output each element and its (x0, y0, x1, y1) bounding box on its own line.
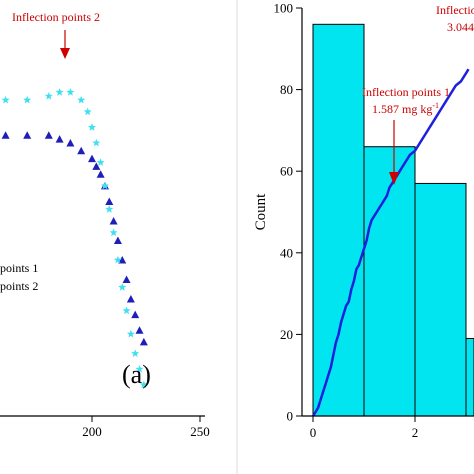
panel-b-y-tick-label: 80 (280, 82, 293, 97)
panel-b-y-tick-label: 40 (280, 245, 293, 260)
series-1-point (23, 131, 32, 139)
series-1-point (88, 154, 96, 163)
series-1-point (113, 236, 122, 244)
series-2-point (96, 158, 105, 166)
histogram-bar (312, 23, 365, 417)
series-2-point (122, 306, 131, 315)
panel-b-y-tick-label: 100 (274, 1, 294, 16)
series-2-point (88, 123, 96, 131)
series-2-point (135, 365, 144, 373)
cumulative-curve (311, 68, 470, 417)
series-2-point (109, 228, 118, 237)
series-2-point (23, 95, 32, 104)
series-2-point (92, 138, 101, 147)
annotation-value-1: 1.587 mg kg-1 (372, 101, 439, 116)
panel-a-x-ticks: 200 250 (82, 416, 210, 439)
series-1-point (122, 275, 131, 283)
annotation-value-1-sup: -1 (432, 101, 439, 110)
series-1-point (55, 135, 64, 143)
y-axis-label: Count (253, 193, 269, 231)
series-2-point (66, 88, 75, 96)
series-2-point (118, 283, 127, 291)
series-1-point (131, 310, 140, 319)
series-1-point (96, 170, 105, 178)
series-2-point (83, 107, 92, 116)
legend-label-points-1: points 1 (0, 261, 38, 275)
panel-a-series (1, 88, 148, 389)
panel-b-y-tick-label: 0 (287, 409, 294, 424)
series-2-point (55, 88, 64, 96)
series-2-point (77, 95, 86, 104)
annotation-inflection-3: Inflectio (436, 3, 474, 17)
series-1-point (126, 295, 135, 303)
series-1-point (44, 131, 53, 139)
series-1-point (135, 326, 144, 334)
series-2-point (105, 205, 114, 213)
panel-b-y-tick-label: 20 (280, 327, 293, 342)
series-1-point (109, 217, 118, 225)
series-2-point (101, 181, 109, 190)
series-1-point (1, 131, 10, 139)
legend: points 1 points 2 (0, 261, 38, 293)
series-2-point (126, 329, 135, 338)
series-2-point (131, 349, 140, 357)
series-2-point (44, 92, 53, 100)
annotation-inflection-1: Inflection points 1 (362, 85, 450, 99)
panel-a-x-tick-label: 250 (190, 424, 210, 439)
panel-b-x-tick-label: 2 (412, 425, 419, 440)
series-1-point (92, 162, 101, 170)
series-1-point (105, 197, 114, 205)
panel-a: 200 250 Inflection points 2 points 1 poin… (0, 10, 210, 439)
histogram-bar (465, 337, 474, 417)
histogram-bar (414, 182, 467, 417)
panel-b-y-ticks: 0 20 40 60 80 100 (274, 1, 302, 424)
legend-label-points-2: points 2 (0, 279, 38, 293)
series-2-point (1, 95, 10, 104)
series-1-point (77, 146, 86, 155)
histogram-bars (312, 23, 474, 417)
annotation-value-1-text: 1.587 mg kg (372, 102, 432, 116)
annotation-arrowhead-2 (60, 48, 70, 59)
panel-a-x-tick-label: 200 (82, 424, 102, 439)
series-1-point (118, 256, 127, 264)
panel-label: (a) (122, 360, 151, 389)
series-1-point (66, 139, 75, 147)
panel-b-y-tick-label: 60 (280, 164, 293, 179)
panel-b-x-tick-label: 0 (310, 425, 317, 440)
annotation-inflection-2: Inflection points 2 (12, 10, 100, 24)
series-2-point (139, 380, 148, 389)
annotation-value-3: 3.044 (447, 20, 474, 34)
annotation-arrowhead-1 (389, 172, 399, 185)
series-2-point (113, 255, 122, 264)
series-1-point (139, 337, 148, 346)
